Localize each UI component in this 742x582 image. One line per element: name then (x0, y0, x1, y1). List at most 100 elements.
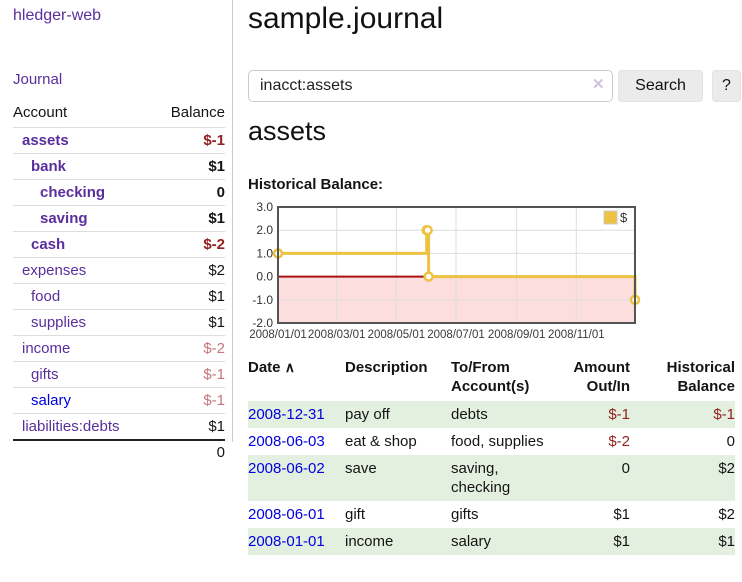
col-description-header: Description (345, 359, 428, 376)
account-name-cell: assets (13, 127, 154, 154)
account-row: saving $1 (13, 205, 225, 232)
svg-text:2008/05/01: 2008/05/01 (368, 329, 426, 341)
date-link[interactable]: 2008-12-31 (248, 406, 325, 423)
txn-date-cell: 2008-06-02 (248, 455, 345, 501)
historical-balance-chart: 3.0 2.0 1.0 0.0 -1.0 -2.0 2008/01/01 2008/03/01… (248, 200, 735, 350)
nav-journal-link[interactable]: Journal (13, 71, 63, 88)
txn-date-cell: 2008-06-03 (248, 428, 345, 455)
svg-text:2008/03/01: 2008/03/01 (308, 329, 366, 341)
account-link[interactable]: cash (31, 236, 66, 253)
account-balance: $-1 (153, 361, 225, 388)
account-link[interactable]: salary (31, 392, 72, 409)
account-balance: $2 (153, 257, 225, 284)
account-link[interactable]: bank (31, 158, 67, 175)
txn-accounts-cell: food, supplies (451, 433, 544, 450)
transaction-row: 2008-06-03 eat & shop food, supplies $-2 0 (248, 428, 735, 455)
svg-text:2008/01/01: 2008/01/01 (249, 329, 307, 341)
transactions-table: Date ∧ Description To/From Account(s) Am… (248, 358, 735, 555)
transaction-row: 2008-01-01 income salary $1 $1 (248, 528, 735, 555)
svg-text:3.0: 3.0 (256, 200, 273, 214)
txn-description-cell: income (345, 533, 394, 550)
account-row: expenses $2 (13, 257, 225, 284)
accounts-table: Account Balance assets $-1 bank $1 checking 0… (13, 102, 225, 464)
transactions-header-row: Date ∧ Description To/From Account(s) Am… (248, 358, 735, 401)
account-row: cash $-2 (13, 231, 225, 258)
account-name-cell: income (13, 335, 154, 362)
account-balance: 0 (153, 179, 225, 206)
accounts-header-balance: Balance (170, 104, 225, 121)
txn-balance-cell: 0 (726, 433, 735, 450)
account-name-cell: checking (13, 179, 154, 206)
svg-text:1.0: 1.0 (256, 246, 273, 260)
transaction-row: 2008-12-31 pay off debts $-1 $-1 (248, 401, 735, 428)
account-link[interactable]: saving (40, 210, 88, 227)
accounts-total-row: 0 (13, 439, 225, 464)
transaction-row: 2008-06-02 save saving, checking 0 $2 (248, 455, 735, 501)
account-name-cell: food (13, 283, 154, 310)
account-balance: $1 (153, 309, 225, 336)
txn-description-cell: save (345, 460, 377, 477)
txn-accounts-cell: salary (451, 533, 492, 550)
account-heading: assets (248, 116, 327, 146)
accounts-total-value: 0 (153, 439, 225, 464)
sort-asc-icon: ∧ (284, 359, 295, 375)
account-link[interactable]: assets (22, 132, 69, 149)
txn-balance-cell: $1 (718, 533, 735, 550)
txn-amount-cell: $1 (613, 506, 630, 523)
txn-amount-cell: $-2 (608, 433, 630, 450)
account-row: liabilities:debts $1 (13, 413, 225, 440)
account-link[interactable]: income (22, 340, 71, 357)
account-name-cell: supplies (13, 309, 154, 336)
account-balance: $1 (153, 413, 225, 440)
sidebar-divider (232, 0, 233, 442)
account-row: bank $1 (13, 153, 225, 180)
col-date-header[interactable]: Date ∧ (248, 358, 345, 401)
txn-accounts-cell: gifts (451, 506, 479, 523)
txn-balance-cell: $2 (718, 506, 735, 523)
account-row: income $-2 (13, 335, 225, 362)
svg-text:$: $ (620, 210, 628, 225)
svg-text:2.0: 2.0 (256, 223, 273, 237)
page-title: sample.journal (248, 2, 444, 35)
txn-amount-cell: $1 (613, 533, 630, 550)
account-link[interactable]: expenses (22, 262, 87, 279)
account-link[interactable]: checking (40, 184, 106, 201)
account-balance: $-1 (153, 387, 225, 414)
accounts-body: assets $-1 bank $1 checking 0 saving $1 cash $-2 e… (13, 127, 225, 440)
txn-balance-cell: $2 (718, 460, 735, 477)
col-amount-header: Amount Out/In (573, 359, 630, 395)
account-name-cell: gifts (13, 361, 154, 388)
date-link[interactable]: 2008-01-01 (248, 533, 325, 550)
col-balance-header: Historical Balance (666, 359, 735, 395)
svg-text:0.0: 0.0 (256, 270, 273, 284)
help-button[interactable]: ? (712, 70, 741, 102)
account-name-cell: saving (13, 205, 154, 232)
account-balance: $-2 (153, 231, 225, 258)
account-link[interactable]: gifts (31, 366, 59, 383)
date-link[interactable]: 2008-06-01 (248, 506, 325, 523)
clear-search-icon[interactable]: ✕ (592, 76, 605, 93)
main-content: sample.journal ✕ Search ? assets Histori… (248, 0, 741, 582)
txn-description-cell: gift (345, 506, 366, 523)
txn-amount-cell: 0 (621, 460, 630, 477)
account-link[interactable]: liabilities:debts (22, 418, 120, 435)
col-date-label: Date (248, 359, 281, 376)
txn-balance-cell: $-1 (713, 406, 735, 423)
account-balance: $-1 (153, 127, 225, 154)
date-link[interactable]: 2008-06-02 (248, 460, 325, 477)
account-balance: $-2 (153, 335, 225, 362)
app-brand-link[interactable]: hledger-web (13, 7, 102, 24)
date-link[interactable]: 2008-06-03 (248, 433, 325, 450)
account-name-cell: salary (13, 387, 154, 414)
account-row: supplies $1 (13, 309, 225, 336)
accounts-header-row: Account Balance (13, 102, 225, 128)
transaction-row: 2008-06-01 gift gifts $1 $2 (248, 501, 735, 528)
search-button[interactable]: Search (618, 70, 703, 102)
account-link[interactable]: food (31, 288, 61, 305)
search-input[interactable] (248, 70, 613, 102)
txn-date-cell: 2008-01-01 (248, 528, 345, 555)
txn-accounts-cell: saving, checking (451, 460, 511, 496)
account-link[interactable]: supplies (31, 314, 87, 331)
svg-text:-2.0: -2.0 (252, 316, 273, 330)
